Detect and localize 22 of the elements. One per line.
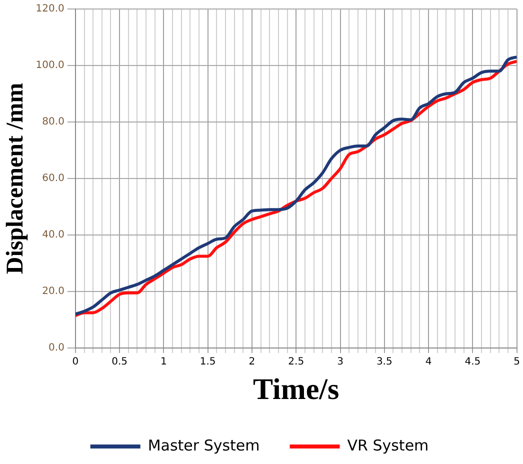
legend-label: Master System xyxy=(148,436,260,454)
x-tick-label: 2 xyxy=(248,356,256,368)
x-tick-label: 5 xyxy=(514,356,520,368)
y-tick-label: 60.0 xyxy=(42,173,64,184)
legend-label: VR System xyxy=(347,436,429,454)
y-tick-label: 40.0 xyxy=(42,230,64,241)
x-tick-label: 0.5 xyxy=(112,356,128,368)
y-tick-label: 80.0 xyxy=(42,116,64,128)
y-tick-label: 20.0 xyxy=(42,286,64,298)
x-tick-label: 0 xyxy=(72,356,79,368)
y-tick-label: 120.0 xyxy=(36,4,64,15)
x-tick-label: 2.5 xyxy=(288,356,304,368)
x-tick-label: 4.5 xyxy=(464,356,481,368)
x-axis-title: Time/s xyxy=(253,372,340,406)
y-tick-label: 100.0 xyxy=(36,60,64,72)
y-tick-label: 0.0 xyxy=(48,342,64,354)
x-tick-label: 4 xyxy=(425,356,432,368)
x-tick-label: 1 xyxy=(160,356,167,368)
y-axis-title: Displacement /mm xyxy=(2,82,29,274)
x-tick-label: 3.5 xyxy=(376,356,392,368)
x-tick-label: 1.5 xyxy=(200,356,216,368)
x-tick-label: 3 xyxy=(337,356,344,368)
